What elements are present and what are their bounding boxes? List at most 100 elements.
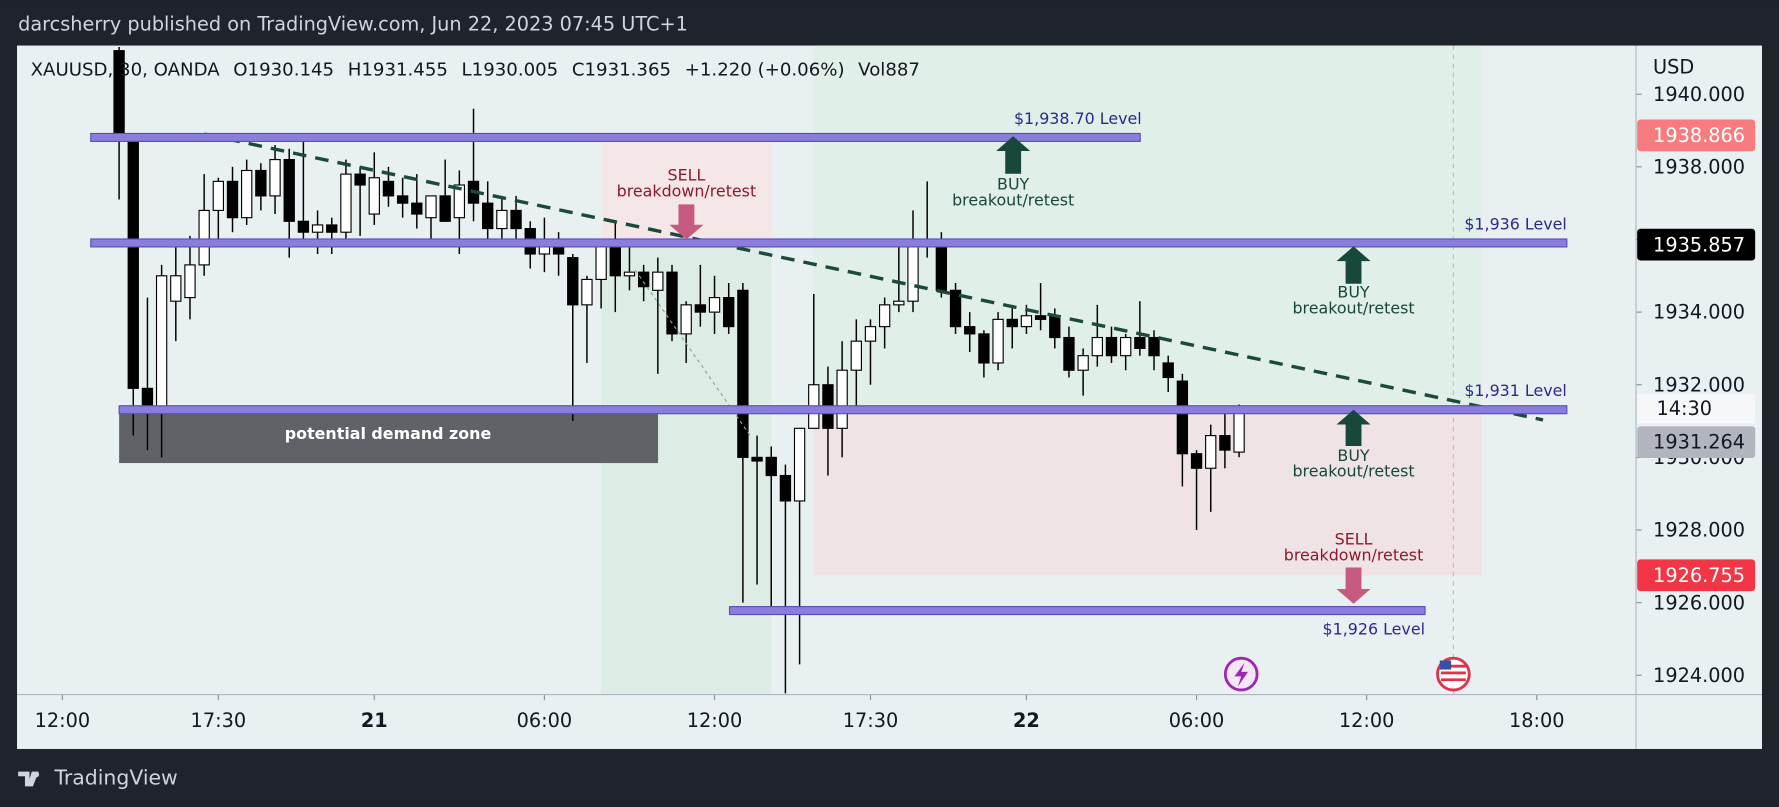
candle-body xyxy=(184,264,196,299)
x-tick-label: 18:00 xyxy=(1509,709,1565,732)
candle-body xyxy=(765,456,777,477)
candle-body xyxy=(198,209,210,266)
candle-body xyxy=(127,140,139,389)
candle-body xyxy=(1205,435,1217,469)
x-tick-label: 21 xyxy=(361,709,388,732)
candle-body xyxy=(241,169,253,219)
candle-body xyxy=(666,271,678,335)
legend-item: C1931.365 xyxy=(572,60,671,81)
candle-body xyxy=(680,304,692,335)
candle-body xyxy=(708,297,721,313)
candle-body xyxy=(964,326,976,335)
zone xyxy=(813,408,1482,576)
level-label: $1,936 Level xyxy=(1464,214,1567,233)
candle-body xyxy=(283,159,295,222)
zone xyxy=(813,45,1482,409)
candle-body xyxy=(482,202,494,230)
price-label-bg xyxy=(1637,119,1756,152)
legend-item: L1930.005 xyxy=(462,60,559,81)
legend-item: H1931.455 xyxy=(348,60,448,81)
candle-body xyxy=(1091,336,1103,357)
candle-body xyxy=(340,173,352,233)
legend-item: O1930.145 xyxy=(233,60,334,81)
candle-body xyxy=(1119,336,1132,357)
candle-body xyxy=(723,297,735,328)
y-tick-label: 1932.000 xyxy=(1653,373,1745,396)
publisher: darcsherry published on TradingView.com,… xyxy=(18,13,688,36)
candle-body xyxy=(878,304,891,328)
x-tick-label: 17:30 xyxy=(843,709,899,732)
annotation-text: breakout/retest xyxy=(952,190,1074,209)
level-line xyxy=(728,606,1426,616)
annotation-title: BUY xyxy=(1337,446,1370,465)
arrow xyxy=(1336,567,1371,604)
candle-body xyxy=(552,246,565,255)
arrow xyxy=(1336,246,1371,284)
candle-body xyxy=(170,275,182,302)
annotation-text: breakdown/retest xyxy=(1284,546,1424,565)
annotation-title: BUY xyxy=(1337,282,1370,301)
candle-body xyxy=(992,318,1004,364)
candle-body xyxy=(978,333,990,364)
candle-body xyxy=(652,271,664,291)
candle-body xyxy=(382,180,395,197)
legend-item: Vol887 xyxy=(858,60,920,81)
candle-body xyxy=(836,369,848,429)
currency: USD xyxy=(1653,56,1694,79)
candle-body xyxy=(1190,453,1203,469)
candle-body xyxy=(1063,336,1075,371)
candle-body xyxy=(637,271,650,288)
candle-body xyxy=(411,202,423,215)
arrow xyxy=(669,204,704,240)
candle-body xyxy=(226,180,239,219)
annotation-title: SELL xyxy=(1335,530,1373,549)
candle-body xyxy=(439,195,451,222)
candle-body xyxy=(255,169,267,197)
annotation-text: breakout/retest xyxy=(1292,462,1414,481)
plot: potential demand zone $1,938.70 Level $1,9… xyxy=(31,45,1761,732)
candle-body xyxy=(496,209,508,230)
brand: TradingView xyxy=(53,765,177,789)
annotation-text: breakdown/retest xyxy=(617,181,757,200)
plot-area: potential demand zone $1,938.70 Level $1,9… xyxy=(90,45,1568,695)
candle-body xyxy=(396,195,409,204)
candle-body xyxy=(864,326,877,342)
candle-body xyxy=(368,177,380,215)
x-tick-label: 22 xyxy=(1013,709,1040,732)
candle-body xyxy=(212,180,225,211)
candle-body xyxy=(737,289,749,458)
trend-line xyxy=(203,132,1544,422)
price-label: 1931.264 xyxy=(1653,431,1745,454)
candle-body xyxy=(1034,315,1047,320)
candle-body xyxy=(793,427,806,502)
candle-body xyxy=(354,173,366,186)
level-line xyxy=(118,405,1568,415)
annotation-text: breakout/retest xyxy=(1292,298,1414,317)
price-label-bg xyxy=(1637,559,1756,592)
price-label-bg xyxy=(1637,426,1756,458)
candle-body xyxy=(1077,355,1089,371)
price-label-bg xyxy=(1637,228,1756,261)
candle-body xyxy=(1176,380,1189,455)
price-label: 1935.857 xyxy=(1653,233,1745,256)
candle-body xyxy=(1020,315,1033,328)
currency-mask xyxy=(1637,46,1761,86)
candle-body xyxy=(935,242,948,291)
brand-logo xyxy=(18,771,40,787)
candle-body xyxy=(1219,435,1231,451)
candle-body xyxy=(623,271,636,277)
event-bolt xyxy=(1234,662,1249,687)
level-label: $1,926 Level xyxy=(1323,619,1426,638)
candle-body xyxy=(1233,407,1245,453)
candle-body xyxy=(311,224,324,233)
candle-body xyxy=(453,184,466,219)
candle-body xyxy=(694,304,707,313)
level-line xyxy=(90,132,1141,142)
candle-body xyxy=(949,289,962,328)
flag-canton xyxy=(1439,660,1452,670)
candle-body xyxy=(425,195,437,219)
candle-body xyxy=(1162,362,1174,379)
candle-body xyxy=(893,300,905,306)
arrow xyxy=(996,136,1031,174)
